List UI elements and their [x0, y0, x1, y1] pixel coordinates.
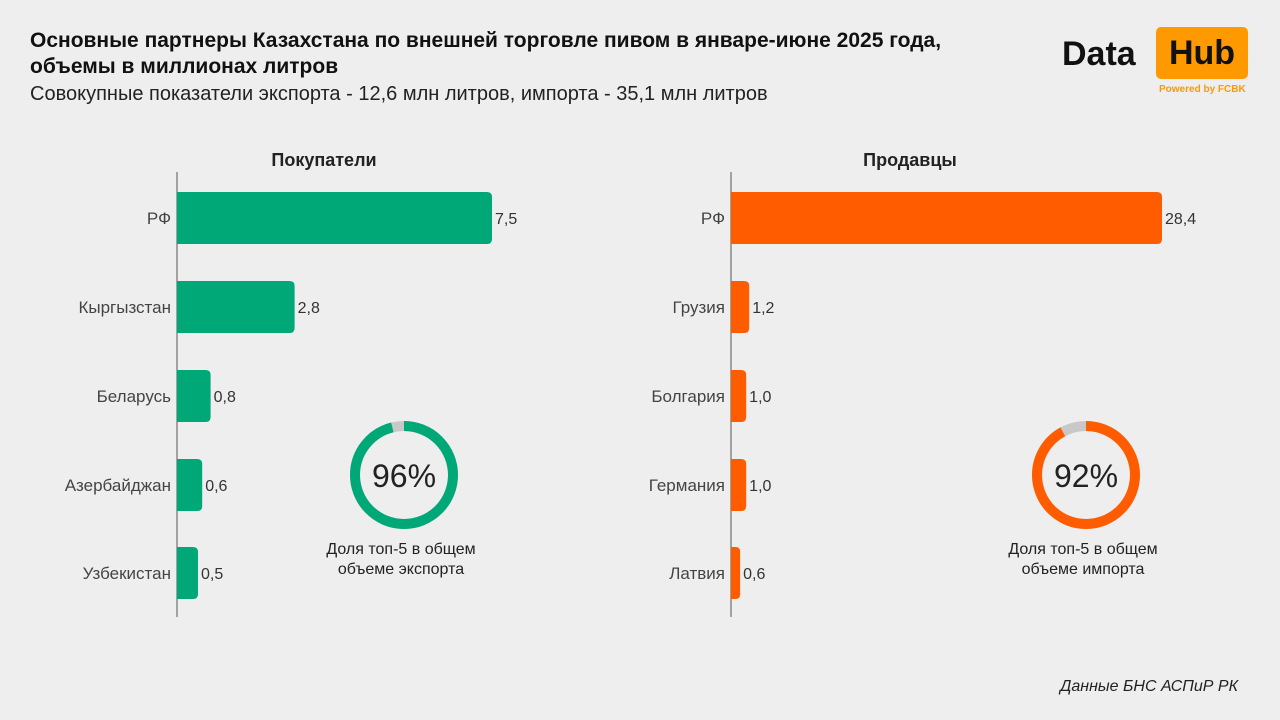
bar [731, 281, 750, 333]
bar [177, 370, 211, 422]
category-label: Кыргызстан [78, 298, 171, 317]
donut-caption: объеме импорта [1022, 561, 1145, 578]
logo-data-text: Data [1062, 35, 1136, 73]
value-label: 1,0 [749, 478, 771, 495]
source-note: Данные БНС АСПиР РК [1060, 678, 1238, 695]
category-label: Латвия [669, 564, 725, 583]
bar [731, 459, 747, 511]
bar [177, 281, 295, 333]
category-label: Беларусь [97, 387, 171, 406]
value-label: 0,6 [743, 566, 765, 583]
donut-caption: Доля топ-5 в общем [326, 541, 475, 558]
category-label: Азербайджан [65, 476, 171, 495]
value-label: 0,6 [205, 478, 227, 495]
bar [177, 547, 198, 599]
export-panel: Покупатели РФ 7,5 Кыргызстан 2,8 Беларусь 0,8 А… [65, 150, 517, 617]
donut-caption: объеме экспорта [338, 561, 464, 578]
logo-powered-text: Powered by FCBK [1159, 84, 1246, 95]
bar [731, 370, 747, 422]
bar [731, 547, 741, 599]
donut-percent-label: 96% [372, 458, 436, 494]
panel-title: Покупатели [271, 150, 376, 170]
bar [177, 459, 203, 511]
bar [731, 192, 1162, 244]
bar [177, 192, 492, 244]
category-label: Узбекистан [83, 564, 171, 583]
category-label: Болгария [651, 387, 725, 406]
value-label: 28,4 [1165, 211, 1196, 228]
chart-subtitle: Совокупные показатели экспорта - 12,6 мл… [30, 83, 768, 105]
logo-hub-text: Hub [1156, 27, 1248, 79]
donut-percent-label: 92% [1054, 458, 1118, 494]
datahub-logo: Data Hub Powered by FCBK [1062, 27, 1252, 102]
category-label: РФ [147, 209, 171, 228]
value-label: 1,0 [749, 389, 771, 406]
value-label: 7,5 [495, 211, 517, 228]
category-label: РФ [701, 209, 725, 228]
donut-caption: Доля топ-5 в общем [1008, 541, 1157, 558]
category-label: Грузия [672, 298, 725, 317]
chart-title: Основные партнеры Казахстана по внешней … [30, 29, 942, 78]
panel-title: Продавцы [863, 150, 957, 170]
value-label: 1,2 [752, 300, 774, 317]
category-label: Германия [649, 476, 725, 495]
donut-share-arc [1032, 421, 1140, 529]
value-label: 0,5 [201, 566, 223, 583]
donut-share-arc [350, 421, 458, 529]
value-label: 0,8 [214, 389, 236, 406]
value-label: 2,8 [298, 300, 320, 317]
import-panel: Продавцы РФ 28,4 Грузия 1,2 Болгария 1,0 Герман… [649, 150, 1196, 617]
